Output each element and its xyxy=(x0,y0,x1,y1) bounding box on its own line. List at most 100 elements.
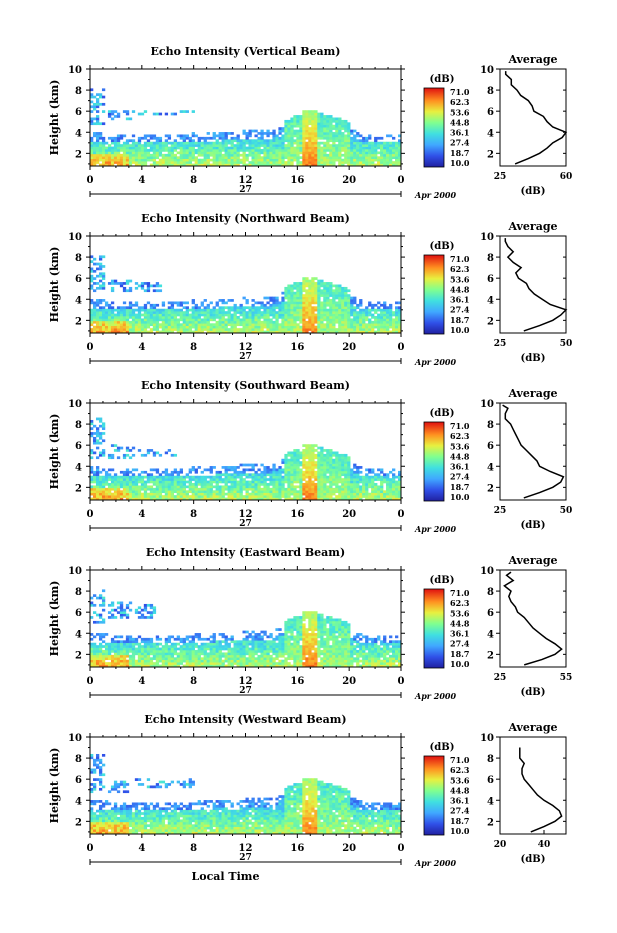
heatmap-cell xyxy=(296,132,299,135)
heatmap-cell xyxy=(377,326,380,329)
heatmap-cell xyxy=(335,321,338,324)
heatmap-cell xyxy=(392,147,395,150)
heatmap-cell xyxy=(117,142,120,145)
heatmap-cell xyxy=(311,287,314,290)
heatmap-cell xyxy=(99,657,102,660)
heatmap-cell xyxy=(281,134,284,137)
heatmap-cell xyxy=(177,147,180,150)
heatmap-cell xyxy=(326,154,329,157)
heatmap-cell xyxy=(120,311,123,314)
heatmap-cell xyxy=(299,115,302,118)
heatmap-cell xyxy=(344,159,347,162)
heatmap-cell xyxy=(329,159,332,162)
heatmap-cell xyxy=(126,468,129,471)
heatmap-cell xyxy=(341,149,344,152)
heatmap-cell xyxy=(195,306,198,309)
heatmap-cell xyxy=(386,328,389,331)
colorbar-unit: (dB) xyxy=(430,241,455,252)
heatmap-cell xyxy=(111,287,114,290)
heatmap-cell xyxy=(177,323,180,326)
heatmap-cell xyxy=(135,149,138,152)
heatmap-cell xyxy=(147,493,150,496)
heatmap-cell xyxy=(129,456,132,459)
heatmap-cell xyxy=(243,323,246,326)
heatmap-cell xyxy=(368,301,371,304)
heatmap-cell xyxy=(93,635,96,638)
heatmap-cell xyxy=(201,154,204,157)
heatmap-cell xyxy=(171,142,174,145)
heatmap-cell xyxy=(123,488,126,491)
heatmap-cell xyxy=(323,292,326,295)
heatmap-cell xyxy=(114,318,117,321)
heatmap-cell xyxy=(147,159,150,162)
heatmap-cell xyxy=(296,449,299,452)
heatmap-cell xyxy=(231,309,234,312)
heatmap-cell xyxy=(359,151,362,154)
heatmap-cell xyxy=(171,471,174,474)
heatmap-cell xyxy=(317,161,320,164)
heatmap-cell xyxy=(335,490,338,493)
heatmap-cell xyxy=(353,154,356,157)
heatmap-cell xyxy=(278,127,281,130)
heatmap-cell xyxy=(108,282,111,285)
heatmap-cell xyxy=(105,151,108,154)
heatmap-cell xyxy=(389,142,392,145)
heatmap-cell xyxy=(111,323,114,326)
heatmap-cell xyxy=(156,328,159,331)
heatmap-cell xyxy=(389,488,392,491)
heatmap-cell xyxy=(204,144,207,147)
heatmap-cell xyxy=(147,149,150,152)
heatmap-cell xyxy=(320,159,323,162)
heatmap-cell xyxy=(159,473,162,476)
heatmap-cell xyxy=(314,282,317,285)
heatmap-cell xyxy=(290,297,293,300)
heatmap-cell xyxy=(368,468,371,471)
heatmap-cell xyxy=(338,473,341,476)
heatmap-cell xyxy=(159,495,162,498)
heatmap-cell xyxy=(266,485,269,488)
heatmap-cell xyxy=(213,490,216,493)
heatmap-cell xyxy=(305,161,308,164)
heatmap-cell xyxy=(284,326,287,329)
heatmap-cell xyxy=(93,471,96,474)
heatmap-cell xyxy=(329,488,332,491)
heatmap-cell xyxy=(353,147,356,150)
heatmap-cell xyxy=(395,483,398,486)
heatmap-cell xyxy=(338,292,341,295)
heatmap-cell xyxy=(114,314,117,317)
heatmap-cell xyxy=(281,459,284,462)
heatmap-cell xyxy=(105,481,108,484)
heatmap-cell xyxy=(248,321,251,324)
heatmap-cell xyxy=(272,495,275,498)
heatmap-cell xyxy=(329,326,332,329)
heatmap-cell xyxy=(99,621,102,624)
heatmap-cell xyxy=(138,606,141,609)
heatmap-cell xyxy=(362,318,365,321)
heatmap-cell xyxy=(159,147,162,150)
heatmap-cell xyxy=(293,314,296,317)
heatmap-cell xyxy=(332,464,335,467)
heatmap-cell xyxy=(225,161,228,164)
heatmap-cell xyxy=(293,495,296,498)
heatmap-cell xyxy=(287,476,290,479)
heatmap-cell xyxy=(308,287,311,290)
heatmap-cell xyxy=(374,144,377,147)
heatmap-cell xyxy=(222,161,225,164)
heatmap-cell xyxy=(165,490,168,493)
heatmap-cell xyxy=(296,318,299,321)
heatmap-cell xyxy=(317,149,320,152)
heatmap-cell xyxy=(234,156,237,159)
heatmap-cell xyxy=(308,127,311,130)
heatmap-cell xyxy=(156,142,159,145)
heatmap-cell xyxy=(192,144,195,147)
heatmap-cell xyxy=(368,134,371,137)
heatmap-cell xyxy=(114,144,117,147)
colorbar-tick-label: 62.3 xyxy=(450,97,470,107)
heatmap-cell xyxy=(147,309,150,312)
heatmap-cell xyxy=(353,311,356,314)
heatmap-cell xyxy=(207,151,210,154)
heatmap-cell xyxy=(135,161,138,164)
heatmap-cell xyxy=(234,485,237,488)
heatmap-cell xyxy=(189,142,192,145)
heatmap-cell xyxy=(287,311,290,314)
